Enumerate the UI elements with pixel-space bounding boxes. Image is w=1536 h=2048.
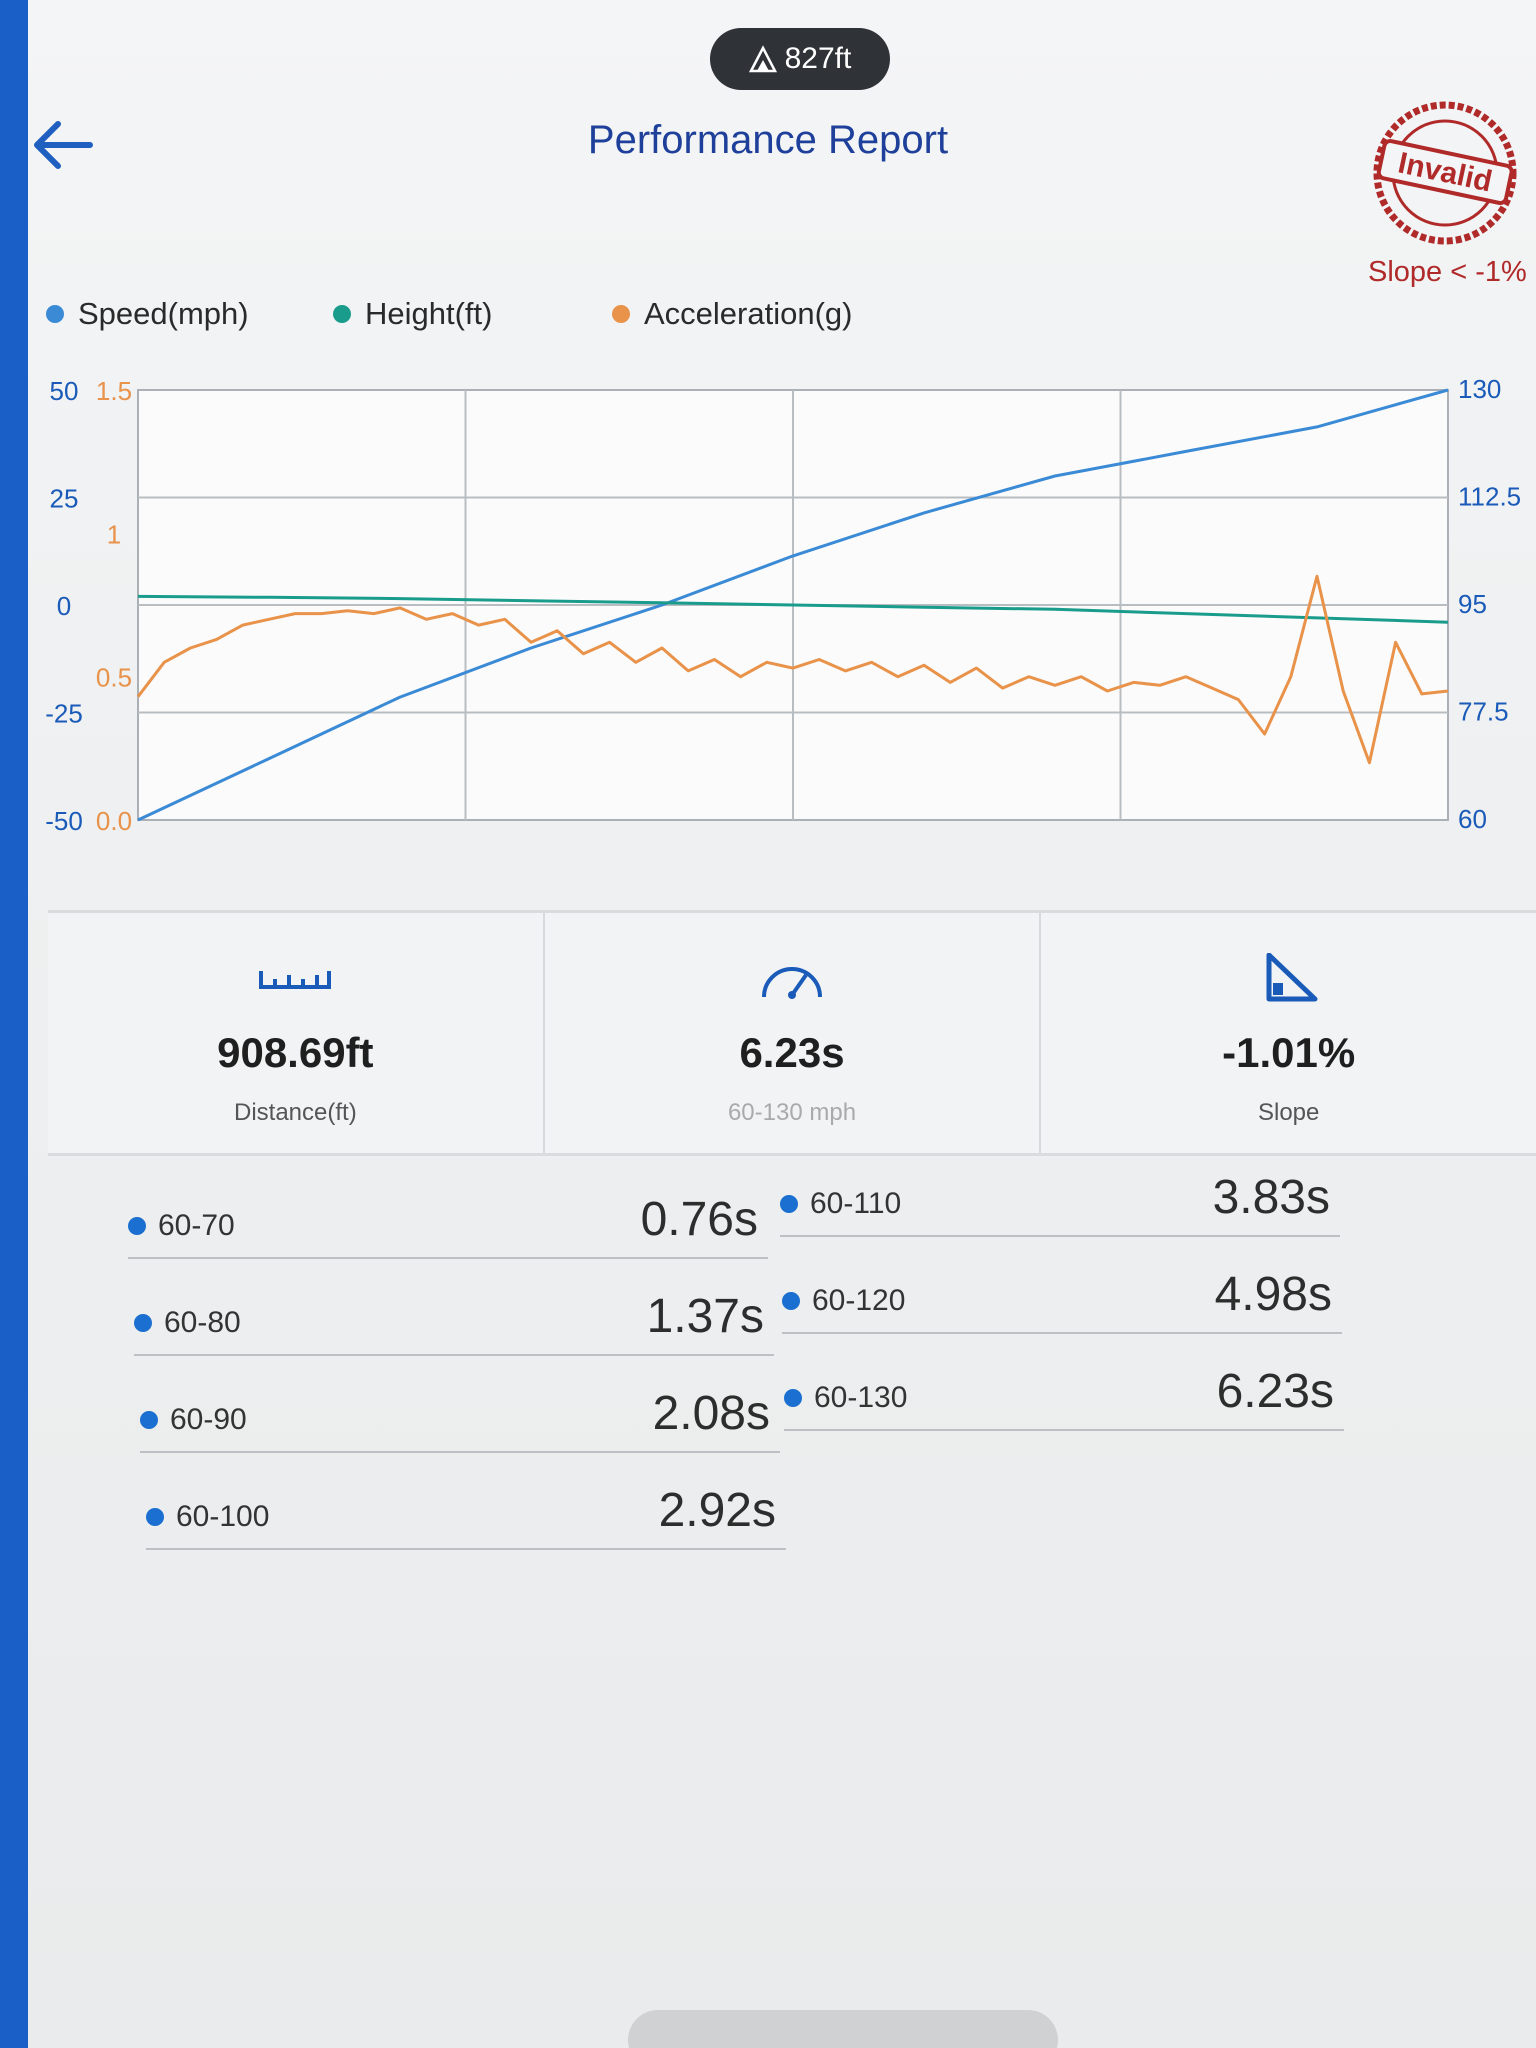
legend-speed: Speed(mph) <box>46 296 249 332</box>
split-value: 2.92s <box>658 1484 776 1537</box>
split-row: 60-100 2.92s <box>146 1476 786 1550</box>
split-name: 60-100 <box>176 1500 270 1533</box>
split-name: 60-80 <box>164 1306 241 1339</box>
split-dot <box>134 1314 152 1332</box>
mountain-icon <box>748 45 777 73</box>
arrow-left-icon[interactable] <box>28 110 98 180</box>
tick-label-right: 95 <box>1458 589 1487 619</box>
legend-label: Height(ft) <box>365 296 493 331</box>
legend-dot <box>333 305 351 323</box>
stat-slope: -1.01% Slope <box>1041 913 1536 1153</box>
split-name: 60-70 <box>158 1209 235 1242</box>
split-value: 0.76s <box>640 1193 758 1246</box>
split-name: 60-130 <box>814 1381 908 1414</box>
split-dot <box>782 1292 800 1310</box>
slope-warning: Slope < -1% <box>1368 256 1527 288</box>
split-dot <box>128 1217 146 1235</box>
stat-label: Distance(ft) <box>233 1099 357 1126</box>
split-dot <box>784 1389 802 1407</box>
split-row: 60-130 6.23s <box>784 1357 1344 1431</box>
tick-label-right: 77.5 <box>1458 697 1509 727</box>
split-row: 60-90 2.08s <box>140 1379 780 1453</box>
stat-label: 60-130 mph <box>727 1099 857 1126</box>
series-line <box>137 594 1449 624</box>
split-name: 60-110 <box>810 1187 902 1220</box>
slope-icon <box>1266 953 1318 1002</box>
page-title: Performance Report <box>587 118 949 162</box>
tick-label-right: 60 <box>1458 804 1487 834</box>
legend-height: Height(ft) <box>333 296 492 332</box>
altitude-pill: 827ft <box>710 28 890 90</box>
split-value: 1.37s <box>646 1290 764 1343</box>
legend-label: Speed(mph) <box>78 296 249 331</box>
tick-label-right: 130 <box>1458 374 1501 404</box>
screen: 827ft Performance Report Invalid Slope <… <box>28 0 1536 2048</box>
split-value: 4.98s <box>1214 1268 1332 1321</box>
stat-value: 6.23s <box>739 1029 845 1076</box>
split-dot <box>146 1508 164 1526</box>
speedometer-icon <box>762 967 822 999</box>
tick-label-inner: 0.5 <box>96 663 132 693</box>
performance-chart: 50 25 0 -25 -50 1.5 1 0.5 0.0 130 112.5 95 77.5 60 <box>45 374 1521 836</box>
split-value: 3.83s <box>1212 1171 1330 1224</box>
split-dot <box>140 1411 158 1429</box>
stat-value: 908.69ft <box>217 1029 374 1076</box>
summary-stats: 908.69ft Distance(ft) 6.23s 60-130 mph -… <box>48 910 1536 1156</box>
home-indicator[interactable] <box>628 2010 1058 2048</box>
legend-dot <box>612 305 630 323</box>
split-value: 2.08s <box>652 1387 770 1440</box>
tick-label-right: 112.5 <box>1458 482 1521 512</box>
stat-label: Slope <box>1257 1099 1320 1126</box>
tick-label-outer: 0 <box>57 591 71 621</box>
invalid-stamp: Invalid <box>1373 101 1517 245</box>
split-dot <box>780 1195 798 1213</box>
split-name: 60-120 <box>812 1284 906 1317</box>
split-value: 6.23s <box>1216 1365 1334 1418</box>
tick-label-inner: 1 <box>107 519 121 549</box>
tick-label-inner: 1.5 <box>96 376 132 406</box>
tick-label-inner: 0.0 <box>96 806 132 836</box>
split-row: 60-110 3.83s <box>780 1163 1340 1237</box>
stat-time: 6.23s 60-130 mph <box>545 913 1042 1153</box>
tick-label-outer: -25 <box>45 699 83 729</box>
series-line <box>136 574 1449 765</box>
split-row: 60-70 0.76s <box>128 1185 768 1259</box>
tick-label-outer: -50 <box>45 806 83 836</box>
split-row: 60-120 4.98s <box>782 1260 1342 1334</box>
ruler-icon <box>259 971 332 989</box>
series-line <box>137 388 1449 822</box>
tick-label-outer: 50 <box>50 376 79 406</box>
stat-distance: 908.69ft Distance(ft) <box>48 913 545 1153</box>
tick-label-outer: 25 <box>50 484 79 514</box>
legend-dot <box>46 305 64 323</box>
split-row: 60-80 1.37s <box>134 1282 774 1356</box>
legend-label: Acceleration(g) <box>644 296 853 331</box>
split-name: 60-90 <box>170 1403 247 1436</box>
stat-value: -1.01% <box>1222 1029 1356 1076</box>
altitude-value: 827ft <box>784 42 852 75</box>
legend-acceleration: Acceleration(g) <box>612 296 852 332</box>
